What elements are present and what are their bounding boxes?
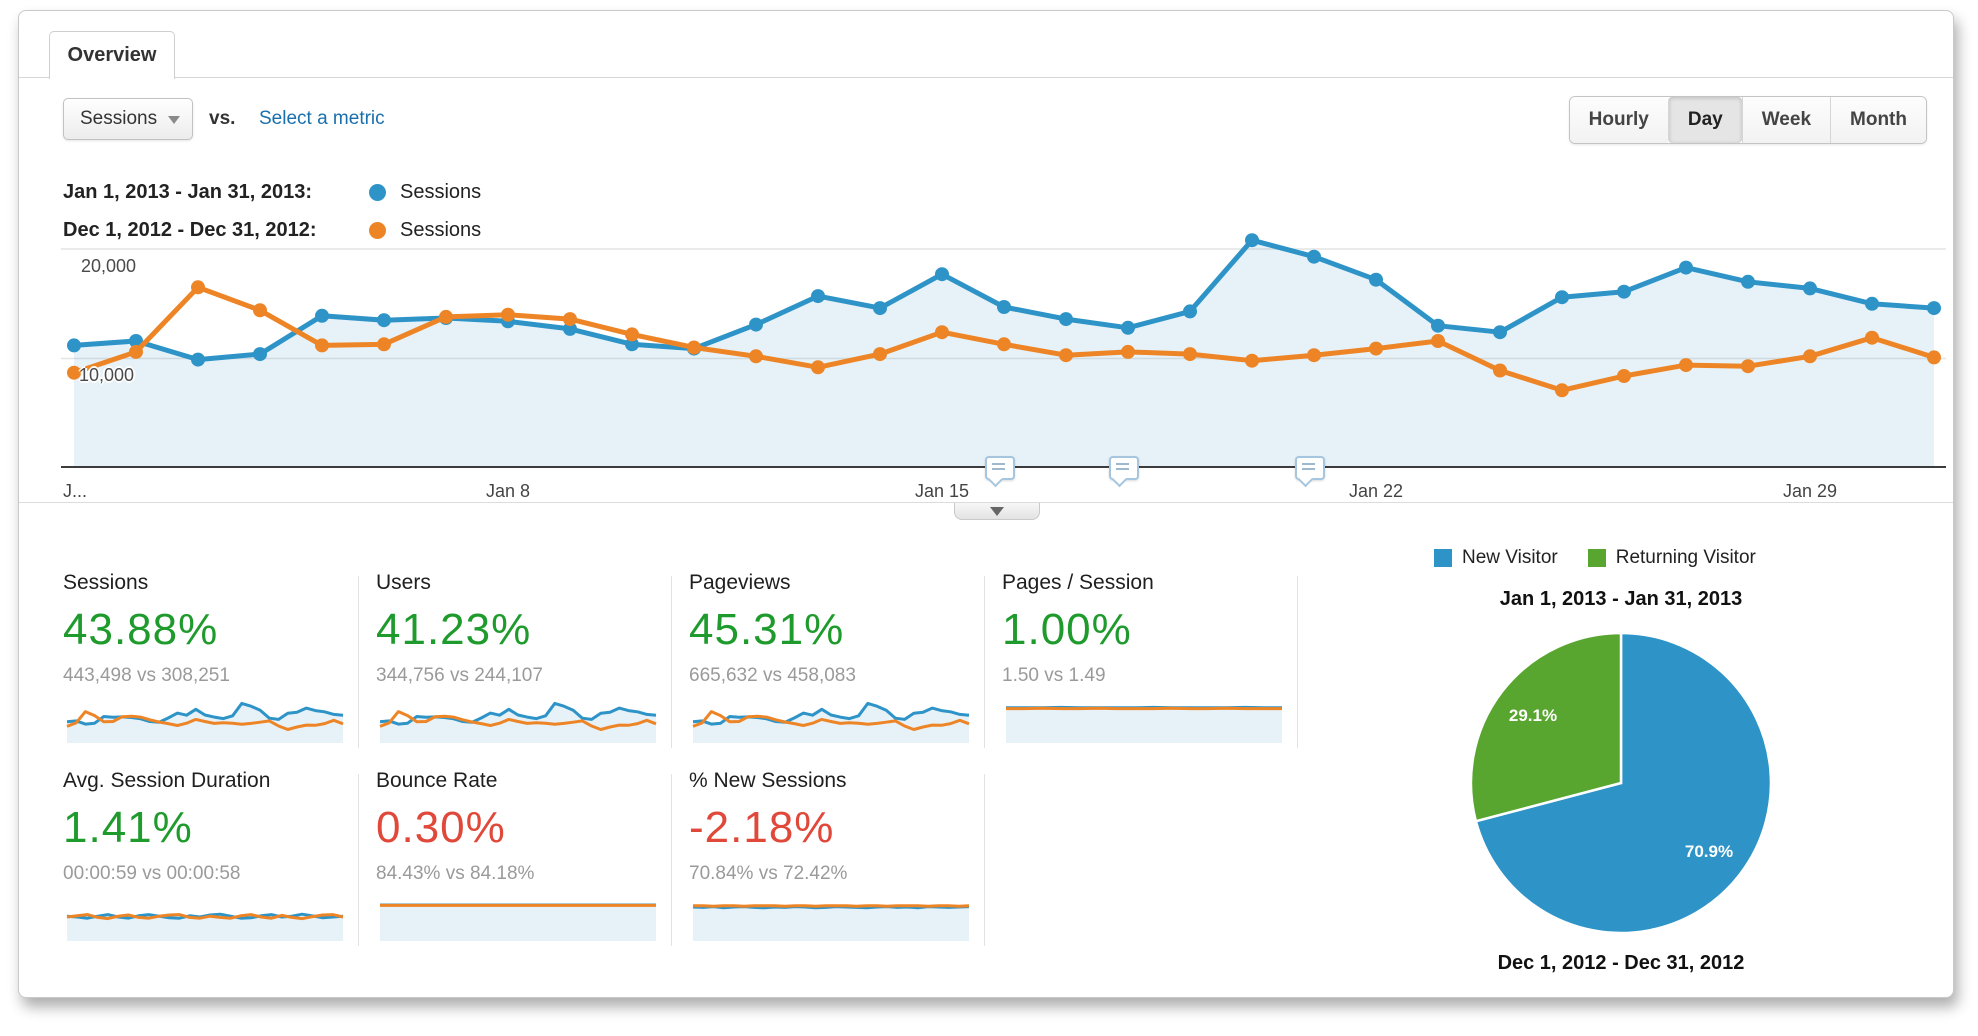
card-divider xyxy=(358,774,359,946)
y-axis-tick-10000: 10,000 xyxy=(79,365,135,385)
granularity-hourly-button[interactable]: Hourly xyxy=(1569,97,1668,143)
card-divider xyxy=(358,576,359,748)
scorecard-sessions: Sessions 43.88% 443,498 vs 308,251 xyxy=(63,571,355,745)
card-divider xyxy=(1297,576,1298,748)
legend-metric-label: Sessions xyxy=(400,180,482,203)
x-axis-tick: Jan 29 xyxy=(1782,481,1838,501)
x-axis-tick: J... xyxy=(63,481,88,501)
svg-text:29.1%: 29.1% xyxy=(1509,706,1557,725)
sparkline-chart xyxy=(1006,705,1282,743)
scorecard-delta: 1.00% xyxy=(1002,605,1132,654)
chevron-down-icon xyxy=(168,116,180,130)
vs-label: vs. xyxy=(209,108,236,129)
sparkline-chart xyxy=(692,701,970,743)
new-visitor-swatch-icon xyxy=(1434,549,1452,567)
sparkline-chart xyxy=(379,701,657,743)
card-divider xyxy=(984,576,985,748)
annotation-marker[interactable] xyxy=(1108,456,1139,480)
card-divider xyxy=(984,774,985,946)
x-axis-tick: Jan 15 xyxy=(914,481,970,501)
sparkline-chart xyxy=(66,701,344,743)
scorecard-label: Users xyxy=(376,571,431,594)
legend-dot-blue xyxy=(369,183,386,201)
x-axis-tick: Jan 22 xyxy=(1348,481,1404,501)
pie-legend-item-new-visitor: New Visitor xyxy=(1434,547,1558,569)
scorecard-values: 344,756 vs 244,107 xyxy=(376,665,543,686)
tab-overview[interactable]: Overview xyxy=(49,31,175,79)
overview-panel: Overview Sessions vs. Select a metric Ho… xyxy=(18,10,1954,998)
scorecard-delta: 1.41% xyxy=(63,803,193,852)
sparkline-chart xyxy=(380,903,656,941)
granularity-month-button[interactable]: Month xyxy=(1830,97,1926,143)
scorecard-pageviews: Pageviews 45.31% 665,632 vs 458,083 xyxy=(689,571,981,745)
scorecard-delta: 45.31% xyxy=(689,605,845,654)
pie-legend-item-returning-visitor: Returning Visitor xyxy=(1587,547,1756,569)
scorecard-label: Pages / Session xyxy=(1002,571,1154,594)
scorecard-label: Bounce Rate xyxy=(376,769,498,792)
scorecard-values: 70.84% vs 72.42% xyxy=(689,863,848,884)
pie-legend-label: Returning Visitor xyxy=(1615,547,1756,568)
legend-metric-label: Sessions xyxy=(400,218,482,241)
scorecard-delta: 43.88% xyxy=(63,605,219,654)
scorecard-bounce-rate: Bounce Rate 0.30% 84.43% vs 84.18% xyxy=(376,769,668,943)
pie-footer-previous-range: Dec 1, 2012 - Dec 31, 2012 xyxy=(1497,952,1745,974)
scorecard-values: 1.50 vs 1.49 xyxy=(1002,665,1106,686)
svg-text:70.9%: 70.9% xyxy=(1685,842,1733,861)
sessions-line-chart xyxy=(61,233,1946,468)
granularity-week-button[interactable]: Week xyxy=(1741,97,1831,143)
select-a-metric-link[interactable]: Select a metric xyxy=(259,108,385,129)
scorecard-users: Users 41.23% 344,756 vs 244,107 xyxy=(376,571,668,745)
scorecard-label: Avg. Session Duration xyxy=(63,769,271,792)
legend-row-current: Jan 1, 2013 - Jan 31, 2013: Sessions xyxy=(63,179,481,205)
legend-row-previous: Dec 1, 2012 - Dec 31, 2012: Sessions xyxy=(63,217,481,243)
visitor-type-pie-chart: 70.9% 29.1% xyxy=(1469,631,1773,935)
legend-date-range: Dec 1, 2012 - Dec 31, 2012: xyxy=(63,218,317,241)
card-divider xyxy=(671,576,672,748)
scorecard-label: Pageviews xyxy=(689,571,791,594)
annotation-marker[interactable] xyxy=(1294,456,1325,480)
pie-legend-label: New Visitor xyxy=(1462,547,1558,568)
granularity-button-group: Hourly Day Week Month xyxy=(1568,96,1927,144)
y-axis-tick-20000: 20,000 xyxy=(81,256,137,276)
legend-dot-orange xyxy=(369,221,386,239)
chevron-down-icon xyxy=(990,507,1004,523)
scorecard-pages-per-session: Pages / Session 1.00% 1.50 vs 1.49 xyxy=(1002,571,1294,745)
annotations-expander[interactable] xyxy=(954,503,1040,520)
pie-legend: New Visitor Returning Visitor xyxy=(1434,547,1786,569)
scorecard-avg-session-duration: Avg. Session Duration 1.41% 00:00:59 vs … xyxy=(63,769,355,943)
tab-row-divider xyxy=(19,77,1953,78)
legend-date-range: Jan 1, 2013 - Jan 31, 2013: xyxy=(63,180,313,203)
scorecard-values: 84.43% vs 84.18% xyxy=(376,863,535,884)
metric-select[interactable]: Sessions xyxy=(63,98,193,140)
card-divider xyxy=(671,774,672,946)
scorecard-delta: -2.18% xyxy=(689,803,835,852)
pie-title-current-range: Jan 1, 2013 - Jan 31, 2013 xyxy=(1499,588,1743,610)
scorecard-delta: 41.23% xyxy=(376,605,532,654)
annotation-marker[interactable] xyxy=(984,456,1015,480)
scorecard-label: % New Sessions xyxy=(689,769,847,792)
sparkline-chart xyxy=(66,912,344,941)
chart-section-divider xyxy=(19,502,1953,503)
scorecard-values: 443,498 vs 308,251 xyxy=(63,665,230,686)
sparkline-chart xyxy=(692,904,970,941)
metric-select-value: Sessions xyxy=(80,108,158,129)
scorecard-values: 00:00:59 vs 00:00:58 xyxy=(63,863,241,884)
scorecard-label: Sessions xyxy=(63,571,149,594)
returning-visitor-swatch-icon xyxy=(1587,549,1606,567)
scorecard-percent-new-sessions: % New Sessions -2.18% 70.84% vs 72.42% xyxy=(689,769,981,943)
scorecard-delta: 0.30% xyxy=(376,803,506,852)
scorecard-values: 665,632 vs 458,083 xyxy=(689,665,856,686)
x-axis-tick: Jan 8 xyxy=(485,481,531,501)
sessions-chart-area: 20,000 10,000 xyxy=(61,226,1946,480)
granularity-day-button[interactable]: Day xyxy=(1667,97,1742,143)
